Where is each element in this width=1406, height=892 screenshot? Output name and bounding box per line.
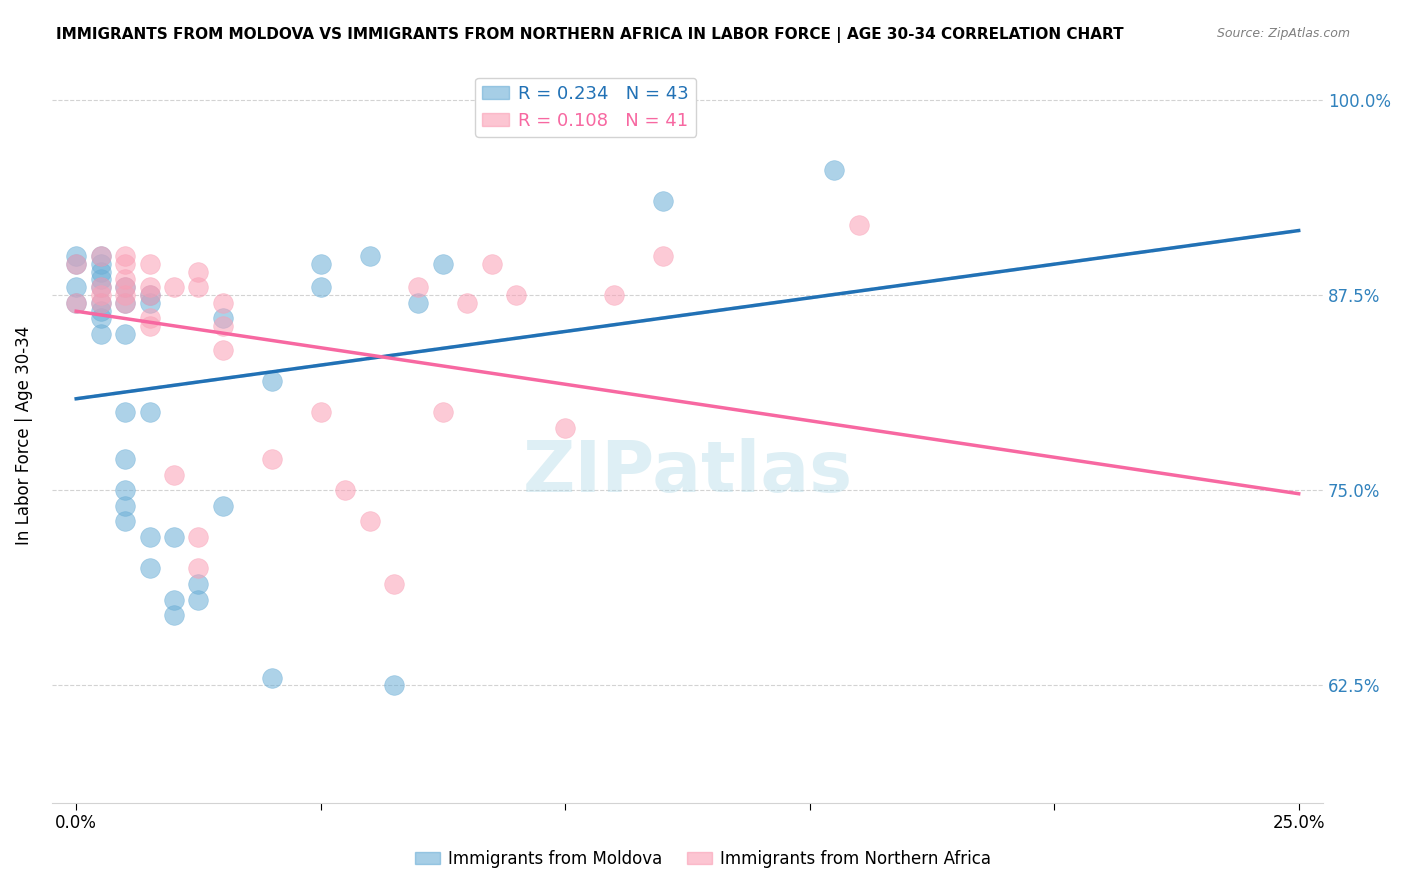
Point: [260, 452, 283, 467]
Point: [163, 592, 186, 607]
Point: [432, 257, 454, 271]
Point: [114, 295, 136, 310]
Point: [114, 515, 136, 529]
Point: [505, 288, 527, 302]
Point: [114, 483, 136, 498]
Point: [90, 295, 112, 310]
Point: [114, 499, 136, 513]
Point: [90, 280, 112, 294]
Point: [138, 288, 160, 302]
Point: [481, 257, 503, 271]
Text: IMMIGRANTS FROM MOLDOVA VS IMMIGRANTS FROM NORTHERN AFRICA IN LABOR FORCE | AGE : IMMIGRANTS FROM MOLDOVA VS IMMIGRANTS FR…: [56, 27, 1123, 43]
Point: [603, 288, 626, 302]
Point: [138, 288, 160, 302]
Point: [90, 272, 112, 286]
Point: [382, 678, 405, 692]
Point: [163, 280, 186, 294]
Point: [652, 194, 675, 209]
Point: [90, 264, 112, 278]
Point: [90, 295, 112, 310]
Point: [114, 326, 136, 341]
Point: [65, 295, 87, 310]
Point: [212, 319, 235, 334]
Point: [114, 280, 136, 294]
Text: ZIPatlas: ZIPatlas: [523, 438, 852, 507]
Point: [114, 295, 136, 310]
Point: [163, 530, 186, 544]
Point: [114, 288, 136, 302]
Point: [90, 303, 112, 318]
Point: [359, 515, 381, 529]
Y-axis label: In Labor Force | Age 30-34: In Labor Force | Age 30-34: [15, 326, 32, 545]
Point: [848, 218, 870, 232]
Point: [554, 421, 576, 435]
Point: [90, 326, 112, 341]
Point: [138, 319, 160, 334]
Point: [309, 280, 332, 294]
Point: [114, 452, 136, 467]
Point: [138, 561, 160, 575]
Point: [138, 405, 160, 419]
Point: [114, 272, 136, 286]
Point: [138, 311, 160, 326]
Point: [187, 530, 209, 544]
Point: [359, 249, 381, 263]
Point: [187, 561, 209, 575]
Point: [382, 577, 405, 591]
Point: [65, 257, 87, 271]
Point: [309, 257, 332, 271]
Point: [114, 280, 136, 294]
Point: [114, 257, 136, 271]
Point: [212, 499, 235, 513]
Point: [260, 671, 283, 685]
Point: [456, 295, 478, 310]
Point: [212, 311, 235, 326]
Point: [309, 405, 332, 419]
Point: [138, 280, 160, 294]
Point: [408, 280, 430, 294]
Point: [212, 343, 235, 357]
Point: [65, 280, 87, 294]
Legend: R = 0.234   N = 43, R = 0.108   N = 41: R = 0.234 N = 43, R = 0.108 N = 41: [475, 78, 696, 137]
Point: [65, 257, 87, 271]
Point: [823, 163, 845, 178]
Point: [90, 257, 112, 271]
Point: [187, 280, 209, 294]
Point: [187, 592, 209, 607]
Point: [114, 249, 136, 263]
Point: [163, 467, 186, 482]
Point: [90, 311, 112, 326]
Point: [187, 577, 209, 591]
Point: [163, 608, 186, 623]
Text: Source: ZipAtlas.com: Source: ZipAtlas.com: [1216, 27, 1350, 40]
Point: [260, 374, 283, 388]
Point: [408, 295, 430, 310]
Point: [90, 288, 112, 302]
Point: [138, 257, 160, 271]
Point: [652, 249, 675, 263]
Point: [90, 249, 112, 263]
Point: [187, 264, 209, 278]
Point: [333, 483, 356, 498]
Legend: Immigrants from Moldova, Immigrants from Northern Africa: Immigrants from Moldova, Immigrants from…: [408, 844, 998, 875]
Point: [212, 295, 235, 310]
Point: [114, 405, 136, 419]
Point: [65, 249, 87, 263]
Point: [90, 280, 112, 294]
Point: [138, 295, 160, 310]
Point: [65, 295, 87, 310]
Point: [432, 405, 454, 419]
Point: [90, 249, 112, 263]
Point: [138, 530, 160, 544]
